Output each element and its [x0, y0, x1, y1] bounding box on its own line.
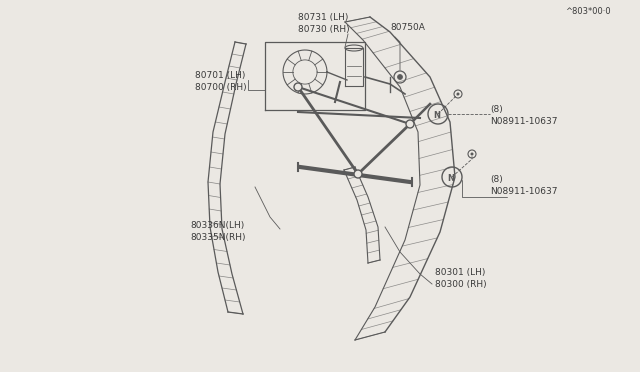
Circle shape [442, 167, 462, 187]
Circle shape [470, 153, 474, 155]
Text: 80335N(RH): 80335N(RH) [190, 233, 246, 242]
Text: N08911-10637: N08911-10637 [490, 187, 557, 196]
Text: 80731 (LH): 80731 (LH) [298, 13, 348, 22]
Circle shape [294, 83, 302, 91]
Text: (8): (8) [490, 175, 503, 184]
Text: 80701 (LH): 80701 (LH) [195, 71, 245, 80]
Text: ^803*00·0: ^803*00·0 [565, 7, 611, 16]
Circle shape [428, 104, 448, 124]
Text: 80300 (RH): 80300 (RH) [435, 280, 486, 289]
Text: N08911-10637: N08911-10637 [490, 117, 557, 126]
Text: N: N [433, 111, 440, 120]
Text: N: N [447, 174, 454, 183]
Circle shape [454, 90, 462, 98]
Text: 80730 (RH): 80730 (RH) [298, 25, 349, 34]
Text: 80336N(LH): 80336N(LH) [190, 221, 244, 230]
Circle shape [468, 150, 476, 158]
Text: (8): (8) [490, 105, 503, 114]
Text: 80750A: 80750A [390, 23, 425, 32]
Circle shape [394, 71, 406, 83]
Text: 80700 (RH): 80700 (RH) [195, 83, 246, 92]
Circle shape [406, 120, 414, 128]
Circle shape [456, 93, 460, 96]
Text: 80301 (LH): 80301 (LH) [435, 268, 485, 277]
Circle shape [397, 74, 403, 80]
Circle shape [354, 170, 362, 178]
